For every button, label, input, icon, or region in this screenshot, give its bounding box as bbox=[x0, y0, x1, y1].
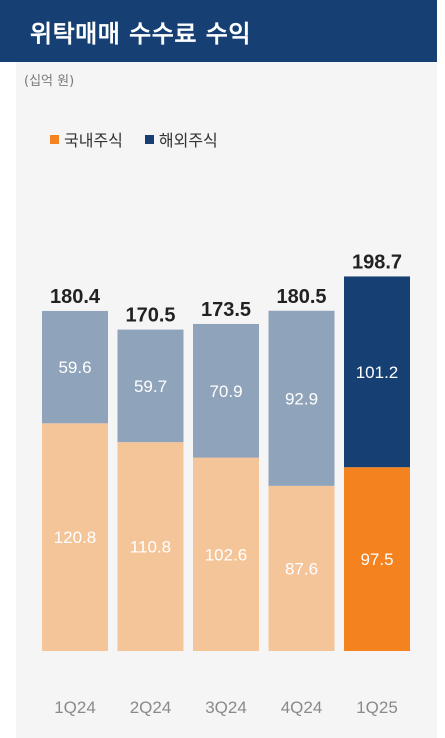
bar-domestic-1Q25 bbox=[344, 467, 410, 651]
x-tick-label-4Q24: 4Q24 bbox=[281, 698, 323, 717]
value-label-overseas-2Q24: 59.7 bbox=[134, 377, 167, 396]
total-label-3Q24: 173.5 bbox=[201, 299, 251, 321]
total-label-1Q24: 180.4 bbox=[50, 286, 101, 308]
bar-domestic-1Q24 bbox=[42, 423, 108, 651]
value-label-domestic-1Q25: 97.5 bbox=[360, 550, 393, 569]
title-bar: 위탁매매 수수료 수익 bbox=[0, 0, 437, 62]
bar-overseas-1Q25 bbox=[344, 276, 410, 468]
unit-label: (십억 원) bbox=[24, 74, 75, 89]
value-label-domestic-1Q24: 120.8 bbox=[54, 528, 97, 547]
x-tick-label-2Q24: 2Q24 bbox=[130, 698, 172, 717]
value-label-domestic-3Q24: 102.6 bbox=[205, 545, 248, 564]
value-label-overseas-3Q24: 70.9 bbox=[209, 382, 242, 401]
legend-swatch-domestic bbox=[50, 134, 59, 144]
total-label-1Q25: 198.7 bbox=[352, 251, 402, 273]
value-label-overseas-1Q24: 59.6 bbox=[58, 358, 91, 377]
legend-swatch-overseas bbox=[144, 134, 154, 144]
bar-domestic-4Q24 bbox=[268, 485, 335, 651]
bar-domestic-2Q24 bbox=[117, 442, 184, 651]
chart-title: 위탁매매 수수료 수익 bbox=[30, 20, 251, 48]
x-tick-label-1Q25: 1Q25 bbox=[356, 698, 398, 717]
bar-domestic-3Q24 bbox=[193, 457, 259, 651]
bar-overseas-3Q24 bbox=[193, 323, 259, 458]
bar-overseas-4Q24 bbox=[268, 310, 335, 486]
bar-overseas-1Q24 bbox=[42, 310, 108, 424]
legend-label-overseas: 해외주식 bbox=[158, 131, 218, 150]
legend-item-domestic: 국내주식 bbox=[50, 127, 123, 151]
value-label-domestic-4Q24: 87.6 bbox=[285, 559, 318, 578]
bar-overseas-2Q24 bbox=[117, 329, 184, 443]
value-label-overseas-4Q24: 92.9 bbox=[285, 389, 318, 408]
legend-label-domestic: 국내주식 bbox=[64, 131, 123, 150]
value-label-domestic-2Q24: 110.8 bbox=[130, 538, 171, 557]
legend: 국내주식 해외주식 bbox=[50, 127, 218, 151]
legend-item-overseas: 해외주식 bbox=[144, 127, 218, 151]
x-tick-label-3Q24: 3Q24 bbox=[205, 698, 247, 717]
total-label-2Q24: 170.5 bbox=[125, 305, 175, 327]
total-label-4Q24: 180.5 bbox=[276, 286, 326, 308]
value-label-overseas-1Q25: 101.2 bbox=[356, 363, 399, 382]
x-tick-label-1Q24: 1Q24 bbox=[54, 698, 96, 717]
